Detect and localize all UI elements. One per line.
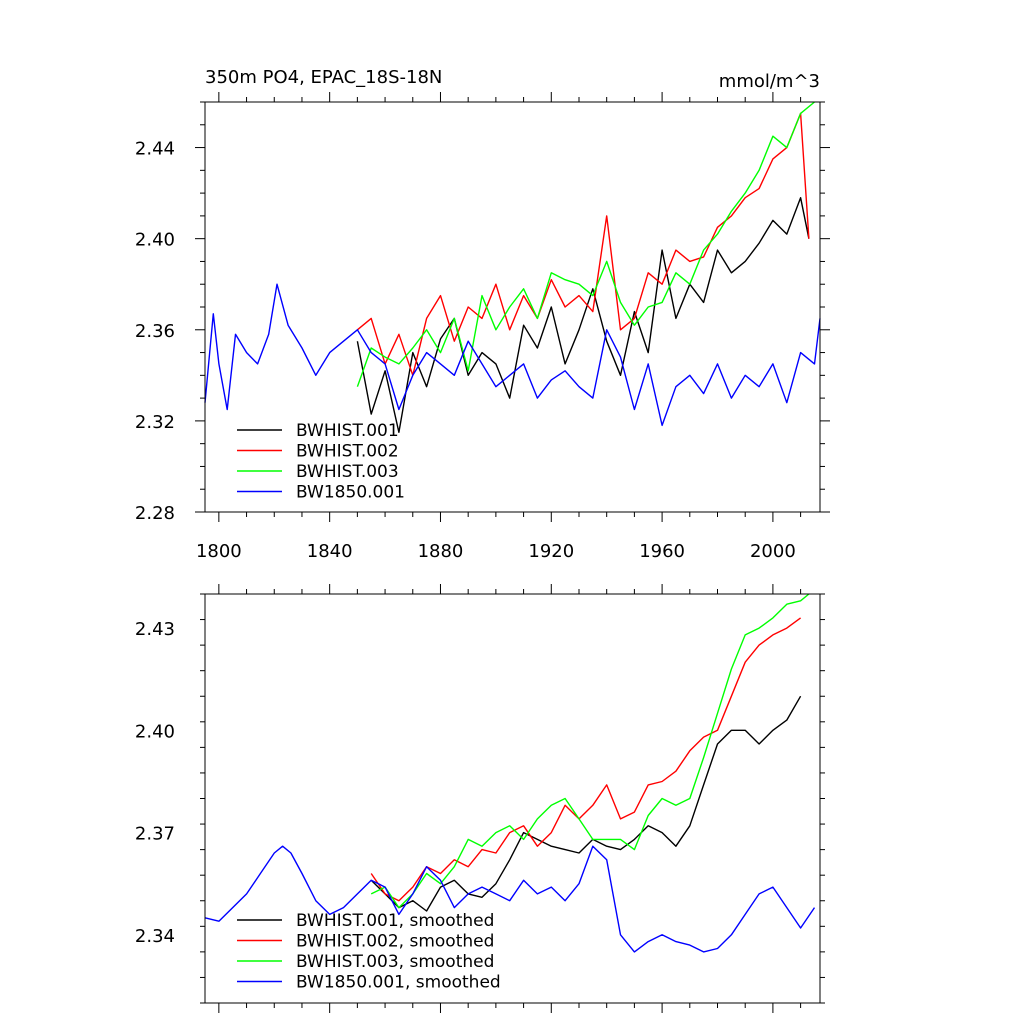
series-line-2	[356, 112, 810, 376]
x-tick-label: 1920	[528, 541, 574, 562]
series-line-4	[204, 283, 821, 427]
series-line-4	[204, 845, 816, 953]
x-tick-label: 2000	[750, 541, 796, 562]
y-tick-label: 2.37	[135, 824, 175, 845]
y-tick-label: 2.36	[135, 321, 175, 342]
legend-label: BWHIST.001	[296, 421, 399, 441]
x-tick-label: 1800	[196, 541, 242, 562]
series-line-1	[370, 695, 802, 912]
legend-label: BWHIST.001, smoothed	[296, 911, 494, 931]
y-tick-label: 2.34	[135, 926, 175, 947]
legend-label: BWHIST.003, smoothed	[296, 952, 494, 972]
x-tick-label: 1840	[307, 541, 353, 562]
units-label: mmol/m^3	[719, 71, 820, 92]
top-panel: 1800 1840 1880 1920 1960 2000 2.28 2.32 2.36 2.40…	[135, 92, 830, 562]
series-line-2	[370, 617, 802, 902]
y-tick-label: 2.40	[135, 230, 175, 251]
y-tick-label: 2.44	[135, 139, 175, 160]
y-tick-label: 2.40	[135, 721, 175, 742]
y-tick-label: 2.32	[135, 412, 175, 433]
y-tick-label: 2.43	[135, 619, 175, 640]
legend-label: BWHIST.003	[296, 462, 399, 482]
series-line-1	[356, 196, 810, 433]
x-tick-label: 1880	[418, 541, 464, 562]
legend-label: BW1850.001, smoothed	[296, 973, 501, 993]
x-tick-label: 1960	[639, 541, 685, 562]
chart-title: 350m PO4, EPAC_18S-18N	[205, 67, 442, 88]
legend-label: BWHIST.002	[296, 442, 399, 462]
legend-label: BWHIST.002, smoothed	[296, 932, 494, 952]
legend-label: BW1850.001	[296, 483, 405, 503]
series-line-3	[370, 593, 810, 909]
series-line-3	[356, 101, 815, 387]
y-tick-label: 2.28	[135, 503, 175, 524]
